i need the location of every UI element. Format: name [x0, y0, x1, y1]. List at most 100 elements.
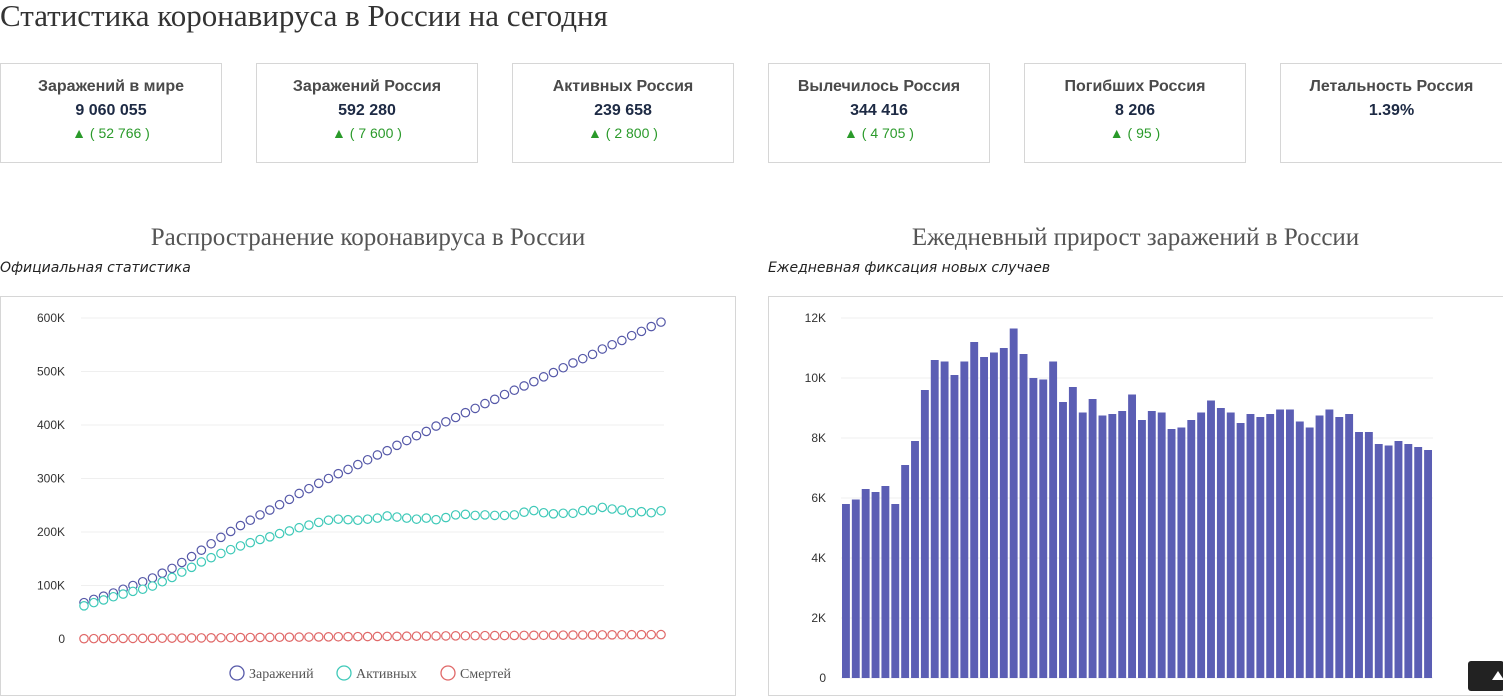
y-tick-label: 12K — [805, 311, 826, 325]
daily-chart-title: Ежедневный прирост заражений в России — [911, 224, 1360, 251]
stat-value: 9 060 055 — [75, 102, 147, 119]
data-point — [450, 631, 461, 641]
data-point — [411, 631, 422, 641]
legend-marker — [229, 665, 245, 681]
data-point — [568, 630, 578, 640]
data-point — [245, 537, 256, 548]
bar — [1187, 420, 1196, 678]
stat-value: 1.39% — [1368, 102, 1415, 119]
data-point — [568, 508, 578, 519]
data-point — [235, 520, 246, 531]
y-tick-label: 400K — [37, 418, 65, 432]
data-point — [597, 630, 608, 640]
data-point — [392, 631, 402, 642]
scroll-top-button[interactable] — [1468, 661, 1503, 691]
data-point — [206, 538, 216, 549]
data-point — [137, 633, 148, 644]
stat-value: 344 416 — [850, 102, 908, 119]
y-tick-label: 300K — [37, 472, 65, 486]
stat-card-russia-deaths: Погибших Россия 8 206 ▲ ( 95 ) — [1024, 63, 1246, 163]
bar — [930, 360, 939, 678]
data-point — [128, 633, 138, 644]
data-point — [538, 630, 549, 641]
stat-delta: ▲ ( 4 705 ) — [844, 125, 914, 141]
data-point — [274, 499, 285, 510]
data-point — [529, 376, 539, 387]
data-point — [235, 541, 246, 551]
data-point — [304, 483, 314, 494]
bar — [920, 390, 929, 678]
bar — [1315, 415, 1324, 678]
data-point — [558, 362, 568, 373]
data-point — [597, 502, 608, 513]
data-point — [636, 326, 647, 337]
data-point — [646, 629, 657, 640]
stat-delta: ▲ ( 2 800 ) — [588, 125, 658, 141]
data-point — [577, 353, 588, 364]
bar — [1384, 445, 1393, 678]
bar — [1226, 412, 1235, 678]
bar — [970, 342, 979, 678]
data-point — [255, 510, 265, 520]
data-point — [656, 505, 666, 516]
stat-card-russia-lethality: Летальность Россия 1.39% — [1280, 63, 1502, 163]
data-point — [353, 631, 363, 642]
y-tick-label: 2K — [811, 611, 826, 625]
daily-chart: 0 2K 4K 6K 8K 10K 12K — [768, 296, 1503, 696]
data-point — [294, 522, 304, 533]
bar — [1118, 411, 1127, 678]
data-point — [401, 435, 412, 446]
stat-label: Вылечилось Россия — [797, 78, 961, 95]
bar — [1404, 444, 1413, 678]
y-tick-label: 200K — [37, 525, 65, 539]
data-point — [79, 601, 89, 611]
data-point — [98, 595, 109, 605]
data-point — [568, 358, 578, 368]
spread-chart-title: Распространение коронавируса в России — [150, 224, 586, 251]
data-point — [137, 584, 148, 595]
data-point — [480, 510, 490, 520]
y-tick-label: 0 — [819, 671, 826, 685]
data-point — [529, 505, 539, 516]
data-point — [421, 631, 432, 641]
data-point — [480, 398, 490, 409]
stat-value: 8 206 — [1114, 102, 1156, 119]
stat-card-russia-recovered: Вылечилось Россия 344 416 ▲ ( 4 705 ) — [768, 63, 990, 163]
data-point — [372, 513, 383, 523]
data-point — [558, 630, 568, 640]
data-point — [177, 567, 187, 577]
data-point — [147, 633, 158, 644]
bar — [881, 486, 890, 678]
stat-label: Летальность Россия — [1309, 78, 1474, 95]
stat-delta: ▲ ( 52 766 ) — [72, 125, 150, 141]
bar — [851, 499, 860, 678]
bar — [950, 375, 959, 678]
y-tick-label: 500K — [37, 365, 65, 379]
data-point — [313, 632, 324, 642]
data-point — [108, 591, 119, 602]
data-point — [382, 631, 392, 642]
data-point — [255, 534, 265, 545]
y-tick-label: 600K — [37, 311, 65, 325]
bar — [1276, 409, 1285, 678]
bar — [1137, 420, 1146, 678]
data-point — [118, 589, 128, 599]
data-point — [118, 633, 128, 644]
data-point — [460, 407, 471, 418]
stat-value: 592 280 — [338, 102, 396, 119]
data-point — [577, 505, 588, 516]
data-point — [362, 631, 373, 642]
data-point — [206, 633, 216, 643]
data-point — [284, 632, 295, 642]
bar — [1068, 387, 1077, 678]
data-point — [626, 330, 637, 341]
data-point — [284, 526, 295, 536]
data-point — [245, 515, 256, 526]
data-point — [304, 632, 314, 642]
legend-label: Смертей — [460, 667, 512, 682]
y-tick-label: 8K — [811, 431, 826, 445]
data-point — [450, 510, 461, 520]
y-tick-label: 0 — [58, 632, 65, 646]
data-point — [626, 507, 637, 518]
data-point — [460, 509, 471, 520]
